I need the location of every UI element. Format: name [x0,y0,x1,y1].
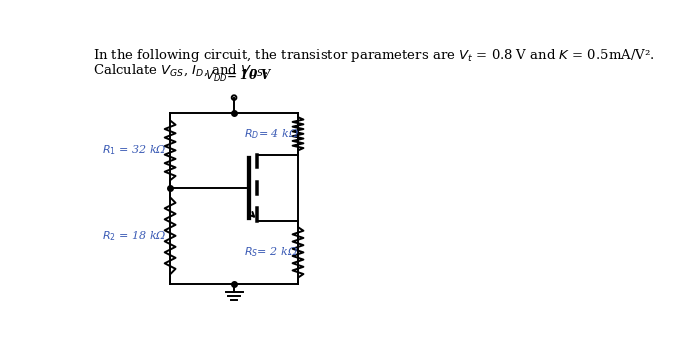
Text: In the following circuit, the transistor parameters are $V_t$ = 0.8 V and $K$ = : In the following circuit, the transistor… [92,47,654,64]
Text: $R_1$ = 32 kΩ: $R_1$ = 32 kΩ [102,144,166,157]
Text: $R_S$= 2 kΩ: $R_S$= 2 kΩ [244,246,297,259]
Text: $R_D$= 4 kΩ: $R_D$= 4 kΩ [244,127,299,141]
Text: $R_2$ = 18 kΩ: $R_2$ = 18 kΩ [102,229,166,243]
Text: $V_{DD}$= 10 V: $V_{DD}$= 10 V [204,68,272,84]
Text: Calculate $V_{GS}$, $I_D$, and $V_{DS}$.: Calculate $V_{GS}$, $I_D$, and $V_{DS}$. [92,63,268,78]
